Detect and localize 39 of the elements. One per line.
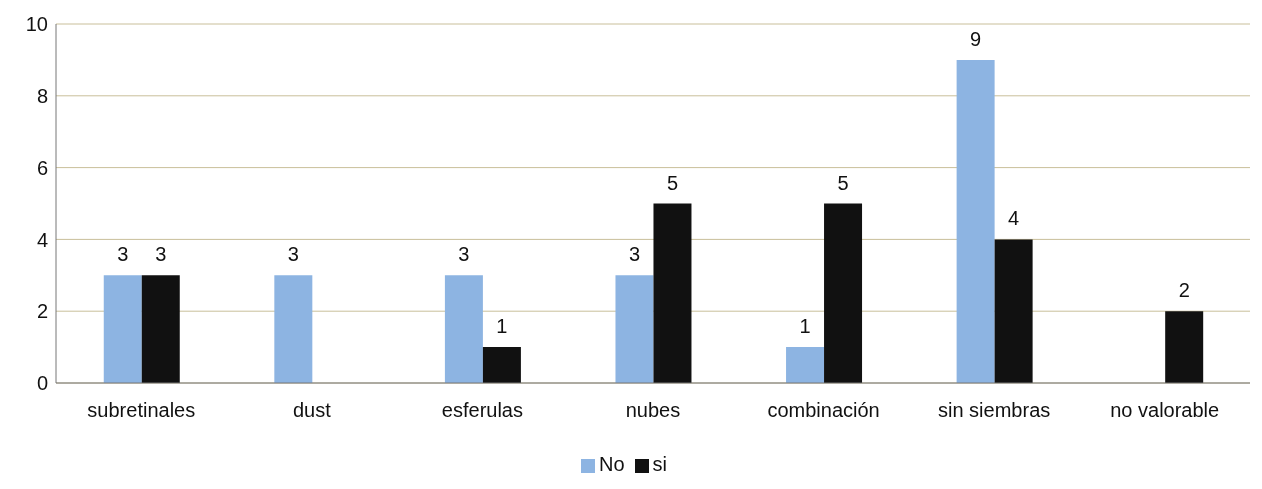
data-label: 3 <box>287 243 299 266</box>
x-tick-label: esferulas <box>441 399 524 422</box>
bar <box>444 275 483 383</box>
bar <box>482 347 521 383</box>
data-label: 9 <box>970 27 982 50</box>
data-label: 1 <box>799 315 811 338</box>
legend-label: si <box>652 453 668 475</box>
x-tick-label: dust <box>292 399 332 422</box>
x-tick-label: nubes <box>625 399 681 422</box>
bar <box>615 275 654 383</box>
bar <box>786 347 825 383</box>
x-tick-label: no valorable <box>1110 399 1220 422</box>
data-label: 4 <box>1008 207 1020 230</box>
x-tick-label: combinación <box>767 399 880 422</box>
bar <box>824 203 863 383</box>
data-label: 3 <box>155 243 167 266</box>
x-tick-label: sin siembras <box>938 399 1051 422</box>
legend-label: No <box>598 453 625 475</box>
y-tick-label: 10 <box>25 13 48 36</box>
data-label: 2 <box>1178 279 1190 302</box>
bar <box>103 275 142 383</box>
data-label: 3 <box>628 243 641 266</box>
data-label: 5 <box>666 171 679 194</box>
data-label: 3 <box>458 243 470 266</box>
data-label: 5 <box>837 171 849 194</box>
bar <box>653 203 692 383</box>
data-label: 3 <box>117 243 129 266</box>
bar <box>274 275 313 383</box>
y-tick-label: 8 <box>36 84 48 107</box>
bar <box>994 239 1033 383</box>
y-tick-label: 4 <box>36 228 48 251</box>
bar <box>1165 311 1204 383</box>
bar <box>141 275 180 383</box>
data-label: 1 <box>496 315 508 338</box>
y-tick-label: 2 <box>36 300 48 323</box>
x-tick-label: subretinales <box>87 399 196 422</box>
y-tick-label: 6 <box>36 156 48 179</box>
bar <box>956 59 995 383</box>
y-tick-label: 0 <box>36 372 48 395</box>
